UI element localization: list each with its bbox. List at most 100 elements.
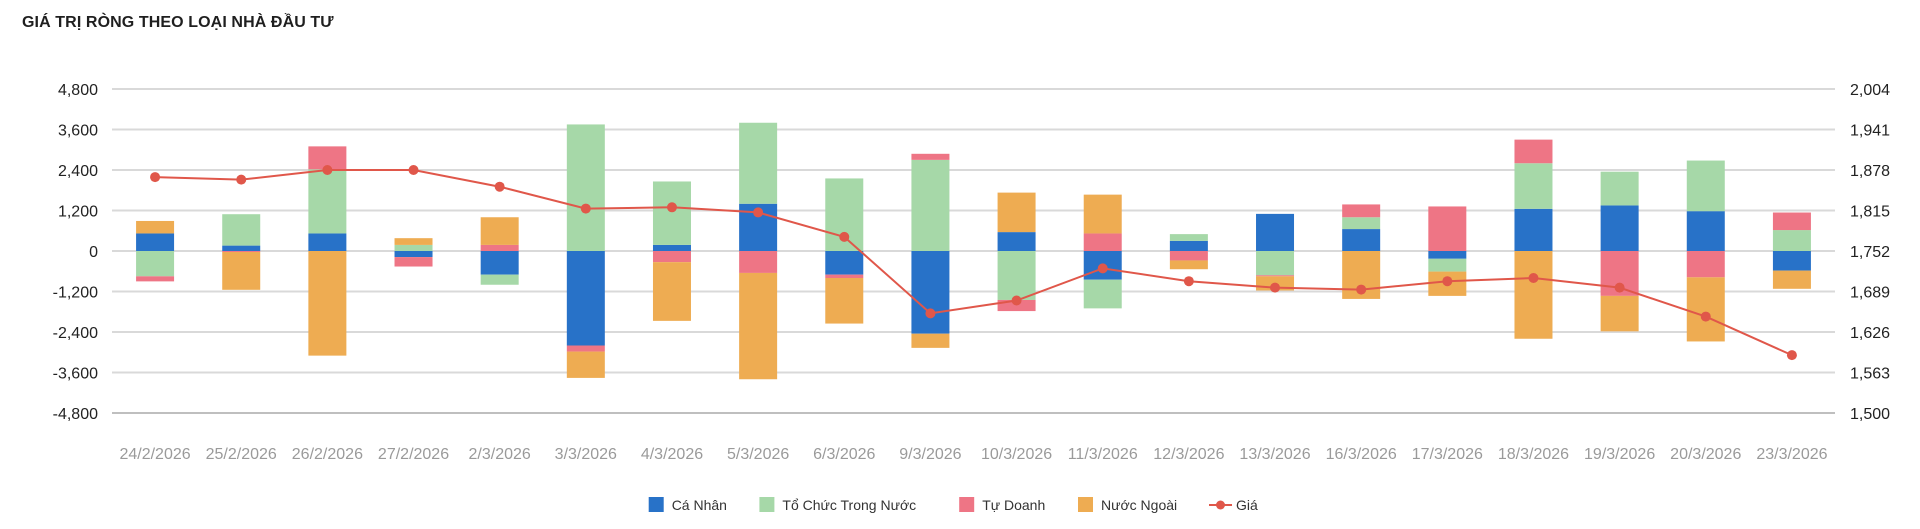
bar-segment [739,251,778,273]
right-axis-tick-label: 1,815 [1850,204,1890,221]
price-point [408,165,419,175]
left-axis-tick-label: 4,800 [58,82,98,99]
bar-segment [1342,204,1381,218]
bar-segment [997,299,1036,312]
bar-segment [1169,260,1208,270]
bar-segment [1600,171,1639,206]
x-axis-tick-label: 27/2/2026 [378,446,449,463]
bar-segment [1686,277,1725,342]
bar-segment [566,351,605,378]
bar-segment [1600,295,1639,332]
x-axis-tick-label: 4/3/2026 [641,446,703,463]
bar-segment [394,251,433,258]
x-axis-tick-label: 18/3/2026 [1498,446,1569,463]
bar-segment [1428,251,1467,259]
left-axis-tick-label: -3,600 [53,366,98,383]
bar-segment [652,244,691,251]
bar-segment [136,233,175,251]
price-line [155,169,1793,357]
price-point [925,308,936,319]
x-axis-tick-label: 3/3/2026 [555,446,617,463]
bar-segment [1256,251,1295,276]
x-axis-tick-label: 13/3/2026 [1239,446,1310,463]
bar-segment [911,159,950,251]
bar-segment [739,122,778,204]
right-axis-tick-label: 1,878 [1850,163,1890,180]
legend-label: Tự Doanh [982,497,1045,513]
bar-segment [222,251,261,253]
legend-line-marker [1216,500,1225,510]
x-axis-tick-label: 10/3/2026 [981,446,1052,463]
left-axis-tick-label: 2,400 [58,163,98,180]
left-axis-tick-label: -1,200 [53,285,98,302]
bar-segment [1083,194,1122,234]
grid-layer [112,88,1835,414]
bar-segment [825,251,864,275]
bar-segment [136,276,175,282]
right-axis-tick-label: 1,752 [1850,244,1890,261]
bar-segment [480,251,519,275]
bar-segment [1083,233,1122,251]
x-axis-tick-label: 12/3/2026 [1153,446,1224,463]
bar-segment [1600,205,1639,251]
x-axis-tick-label: 20/3/2026 [1670,446,1741,463]
legend-swatch [1078,497,1093,512]
x-axis-tick-label: 16/3/2026 [1326,446,1397,463]
bar-segment [222,245,261,251]
price-point [1614,282,1625,293]
price-point [1097,263,1108,274]
price-point [839,231,850,242]
axis-layer: 4,800 2,004 3,600 1,941 2,400 1,878 1,200 1,815… [53,82,1891,463]
bar-segment [1342,217,1381,230]
bar-segment [308,169,347,234]
x-axis-tick-label: 19/3/2026 [1584,446,1655,463]
chart-title: GIÁ TRỊ RÒNG THEO LOẠI NHÀ ĐẦU TƯ [22,14,334,31]
price-point [1270,282,1281,293]
bar-segment [136,251,175,277]
legend-label: Tổ Chức Trong Nước [782,497,916,513]
bar-segment [566,124,605,251]
bar-segment [480,217,519,245]
x-axis-tick-label: 26/2/2026 [292,446,363,463]
bar-segment [1772,230,1811,251]
price-point [236,174,247,185]
bar-segment [1169,251,1208,261]
bar-segment [1772,270,1811,289]
bar-segment [1686,211,1725,251]
bar-segment [480,274,519,285]
x-axis-tick-label: 17/3/2026 [1412,446,1483,463]
left-axis-tick-label: -2,400 [53,325,98,342]
legend-swatch [759,497,775,512]
x-axis-tick-label: 11/3/2026 [1068,446,1138,463]
right-axis-tick-label: 1,689 [1850,285,1890,302]
bar-segment [825,274,864,278]
price-point [1011,295,1022,306]
bar-segment [1686,251,1725,278]
price-point [1183,276,1194,287]
bar-segment [1514,208,1553,251]
price-point [1786,350,1797,361]
right-axis-tick-label: 1,563 [1850,366,1890,383]
bar-segment [911,251,950,334]
right-axis-tick-label: 1,626 [1850,325,1890,342]
bar-segment [1514,251,1553,339]
price-point [1528,273,1539,283]
price-point [1442,276,1453,287]
bar-segment [566,345,605,352]
bar-segment [1772,212,1811,231]
bar-segment [1772,251,1811,271]
bar-segment [1514,163,1553,209]
x-axis-tick-label: 9/3/2026 [899,446,961,463]
bar-segment [1686,160,1725,212]
bar-segment [1428,206,1467,251]
legend-label: Cá Nhân [672,497,727,513]
bar-segment [911,153,950,160]
bar-segment [997,232,1036,251]
bar-segment [652,181,691,245]
bar-segment [308,233,347,251]
price-point [494,181,505,192]
bar-segment [394,238,433,245]
bar-segment [308,251,347,356]
legend-label: Nước Ngoài [1101,497,1177,513]
